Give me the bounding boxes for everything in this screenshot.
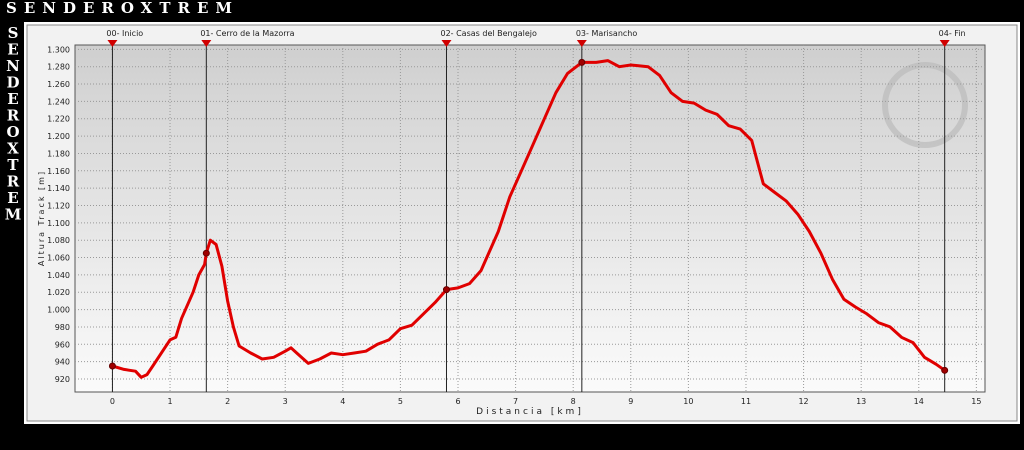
waypoint-label: 02- Casas del Bengalejo (440, 29, 536, 38)
waypoint-flag (441, 40, 452, 47)
y-tick-label: 940 (55, 358, 70, 367)
brand-letter: M (5, 206, 22, 224)
brand-title: SENDEROXTREM (6, 0, 239, 17)
x-tick-label: 8 (571, 397, 576, 406)
x-tick-label: 14 (914, 397, 924, 406)
x-axis-label: Distancia [km] (476, 407, 584, 417)
y-tick-label: 920 (55, 375, 70, 384)
brand-letter: N (6, 57, 20, 75)
waypoint-label: 01- Cerro de la Mazorra (200, 29, 294, 38)
x-tick-label: 12 (798, 397, 808, 406)
x-tick-label: 4 (340, 397, 345, 406)
brand-letter: R (7, 107, 20, 125)
waypoint-label: 04- Fin (939, 29, 966, 38)
brand-letter: D (6, 74, 19, 92)
watermark-logo (882, 62, 968, 148)
brand-letter: E (7, 189, 18, 207)
x-tick-label: 11 (741, 397, 751, 406)
x-tick-label: 7 (513, 397, 518, 406)
y-tick-label: 1.220 (47, 115, 70, 124)
x-tick-label: 1 (167, 397, 172, 406)
y-tick-label: 1.240 (47, 97, 70, 106)
waypoint-marker (108, 362, 116, 370)
waypoint-flag (107, 40, 118, 47)
brand-letter: R (7, 173, 20, 191)
y-tick-label: 1.020 (47, 288, 70, 297)
y-tick-label: 1.260 (47, 80, 70, 89)
waypoint-marker (578, 58, 586, 66)
brand-letter: O (6, 123, 19, 141)
waypoint-marker (941, 366, 949, 374)
y-tick-label: 1.100 (47, 219, 70, 228)
brand-letter: E (7, 41, 18, 59)
x-tick-label: 0 (110, 397, 115, 406)
waypoint-flag (939, 40, 950, 47)
waypoint-marker (442, 286, 450, 294)
x-tick-label: 9 (628, 397, 633, 406)
y-tick-label: 1.200 (47, 132, 70, 141)
brand-letter: S (8, 24, 19, 42)
y-tick-label: 1.180 (47, 149, 70, 158)
y-tick-label: 1.280 (47, 63, 70, 72)
brand-letter: X (7, 140, 19, 158)
brand-letter: E (7, 90, 18, 108)
x-tick-label: 15 (971, 397, 981, 406)
waypoint-marker (202, 249, 210, 257)
x-tick-label: 10 (683, 397, 693, 406)
y-tick-label: 1.060 (47, 254, 70, 263)
brand-letter: T (7, 156, 19, 174)
x-tick-label: 6 (455, 397, 460, 406)
y-tick-label: 960 (55, 340, 70, 349)
x-tick-label: 2 (225, 397, 230, 406)
x-tick-label: 3 (283, 397, 288, 406)
waypoint-label: 00- Inicio (106, 29, 143, 38)
y-tick-label: 1.120 (47, 201, 70, 210)
y-tick-label: 1.140 (47, 184, 70, 193)
y-tick-label: 1.160 (47, 167, 70, 176)
x-tick-label: 5 (398, 397, 403, 406)
plot-area (74, 44, 986, 393)
waypoint-flag (576, 40, 587, 47)
y-axis-label: Altura Track [m] (37, 170, 46, 266)
y-tick-label: 980 (55, 323, 70, 332)
waypoint-label: 03- Marisancho (576, 29, 638, 38)
x-tick-label: 13 (856, 397, 866, 406)
y-tick-label: 1.040 (47, 271, 70, 280)
waypoint-flag (201, 40, 212, 47)
y-tick-label: 1.000 (47, 306, 70, 315)
y-tick-label: 1.300 (47, 45, 70, 54)
y-tick-label: 1.080 (47, 236, 70, 245)
